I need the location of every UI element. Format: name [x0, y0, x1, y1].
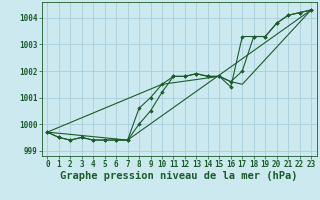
X-axis label: Graphe pression niveau de la mer (hPa): Graphe pression niveau de la mer (hPa): [60, 171, 298, 181]
